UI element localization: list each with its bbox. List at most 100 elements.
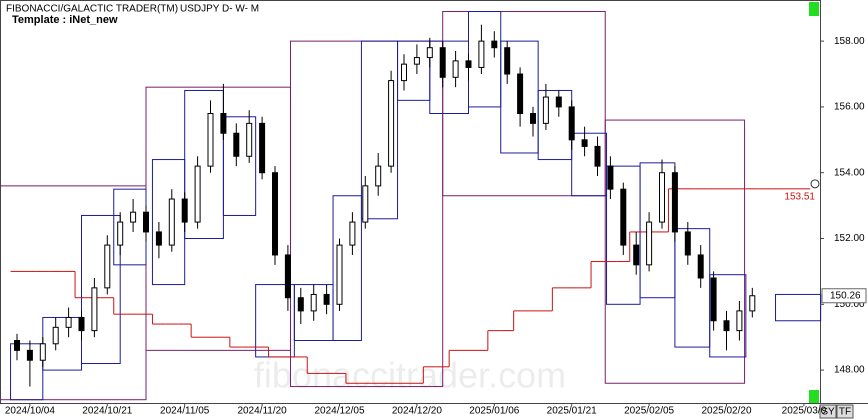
candle-body (555, 96, 562, 108)
tf-button-label[interactable]: TF (839, 407, 851, 418)
x-tick-label: 2024/11/20 (237, 406, 287, 417)
candle-body (246, 122, 253, 157)
symbol: USDJPY D- W- M (180, 4, 259, 15)
watermark: fibonaccitrader.com (254, 355, 566, 396)
candle-body (284, 254, 291, 299)
candle-body (568, 106, 575, 141)
range-box (81, 214, 121, 365)
range-box (360, 40, 399, 220)
candle-body (504, 47, 511, 75)
candle-body (65, 316, 72, 328)
candle-body (362, 185, 369, 223)
candle-body (697, 254, 704, 279)
range-box (222, 116, 257, 216)
scroll-marker[interactable] (809, 390, 819, 403)
level-label: 153.51 (784, 191, 815, 202)
last-price-box (821, 288, 867, 304)
x-tick-label: 2024/12/20 (392, 406, 442, 417)
range-box (442, 11, 606, 197)
candle-body (194, 165, 201, 223)
candle-body (491, 40, 498, 49)
candle-body (233, 132, 240, 157)
range-box (332, 195, 362, 341)
x-tick-label: 2024/10/21 (82, 406, 132, 417)
candle-body (646, 221, 653, 266)
candle-body (723, 320, 730, 332)
x-tick-label: 2024/12/05 (314, 406, 364, 417)
candle-body (130, 211, 137, 223)
sy-button[interactable] (819, 404, 837, 419)
candle-body (220, 112, 227, 134)
candle-body (478, 40, 485, 68)
x-tick-label: 2025/02/05 (624, 406, 674, 417)
candle-body (620, 188, 627, 246)
candle-body (336, 244, 343, 305)
candle-body (91, 287, 98, 332)
range-box (10, 343, 44, 401)
candle-body (143, 211, 149, 233)
tf-button[interactable] (836, 404, 854, 419)
candle-body (671, 172, 678, 233)
candle-body (272, 172, 278, 256)
x-tick-label: 2025/02/20 (701, 406, 751, 417)
candle-body (736, 310, 743, 332)
candle-body (52, 326, 59, 345)
range-box (604, 119, 746, 384)
candle-body (78, 316, 85, 332)
range-box (775, 293, 822, 322)
candle-body (168, 198, 175, 246)
y-tick-label: 154.00 (834, 167, 865, 178)
candle-body (439, 47, 446, 78)
candle-body (375, 165, 382, 187)
y-tick-label: 150.00 (834, 299, 865, 310)
last-price-label: 150.26 (830, 290, 861, 301)
candle-body (517, 73, 524, 114)
scroll-marker[interactable] (809, 2, 819, 16)
candle-body (413, 57, 420, 65)
y-tick-label: 158.00 (834, 36, 865, 47)
x-tick-label: 2025/01/06 (469, 406, 519, 417)
level-marker (810, 179, 820, 189)
candle-body (581, 139, 588, 147)
candle-body (117, 221, 124, 246)
candle-body (401, 63, 407, 82)
candle-body (323, 293, 330, 305)
candle-body (607, 165, 614, 190)
candle-body (207, 112, 214, 167)
y-tick-label: 148.00 (834, 365, 865, 376)
template: Template : iNet_new (12, 14, 118, 26)
y-tick-label: 152.00 (834, 233, 865, 244)
candle-body (388, 80, 395, 167)
candle-body (659, 172, 665, 223)
candle-body (259, 122, 266, 174)
candle-body (465, 60, 472, 68)
candle-body (181, 198, 188, 223)
candle-body (310, 293, 317, 312)
range-box (571, 132, 608, 197)
candle-body (297, 297, 304, 312)
candle-body (39, 343, 46, 361)
candle-body (426, 47, 433, 59)
y-tick-label: 156.00 (834, 102, 865, 113)
marks (0, 11, 822, 401)
candle-body (26, 349, 33, 361)
candle-body (155, 231, 162, 246)
candle-body (452, 60, 459, 78)
x-tick-label: 2024/11/05 (160, 406, 210, 417)
x-tick-label: 2025/01/21 (547, 406, 597, 417)
sy-button-label[interactable]: SY (821, 407, 835, 418)
candle-body (349, 221, 356, 246)
candle-body (530, 112, 536, 124)
x-tick-label: 2024/10/04 (5, 406, 55, 417)
app-title: FIBONACCI/GALACTIC TRADER(TM) (6, 4, 178, 15)
candle-body (14, 339, 20, 351)
candle-body (104, 244, 111, 289)
x-tick-label: 2025/03/0 (782, 406, 827, 417)
candle-body (633, 244, 640, 266)
range-box (709, 274, 747, 358)
candle-body (542, 96, 549, 124)
candle-body (710, 277, 717, 322)
